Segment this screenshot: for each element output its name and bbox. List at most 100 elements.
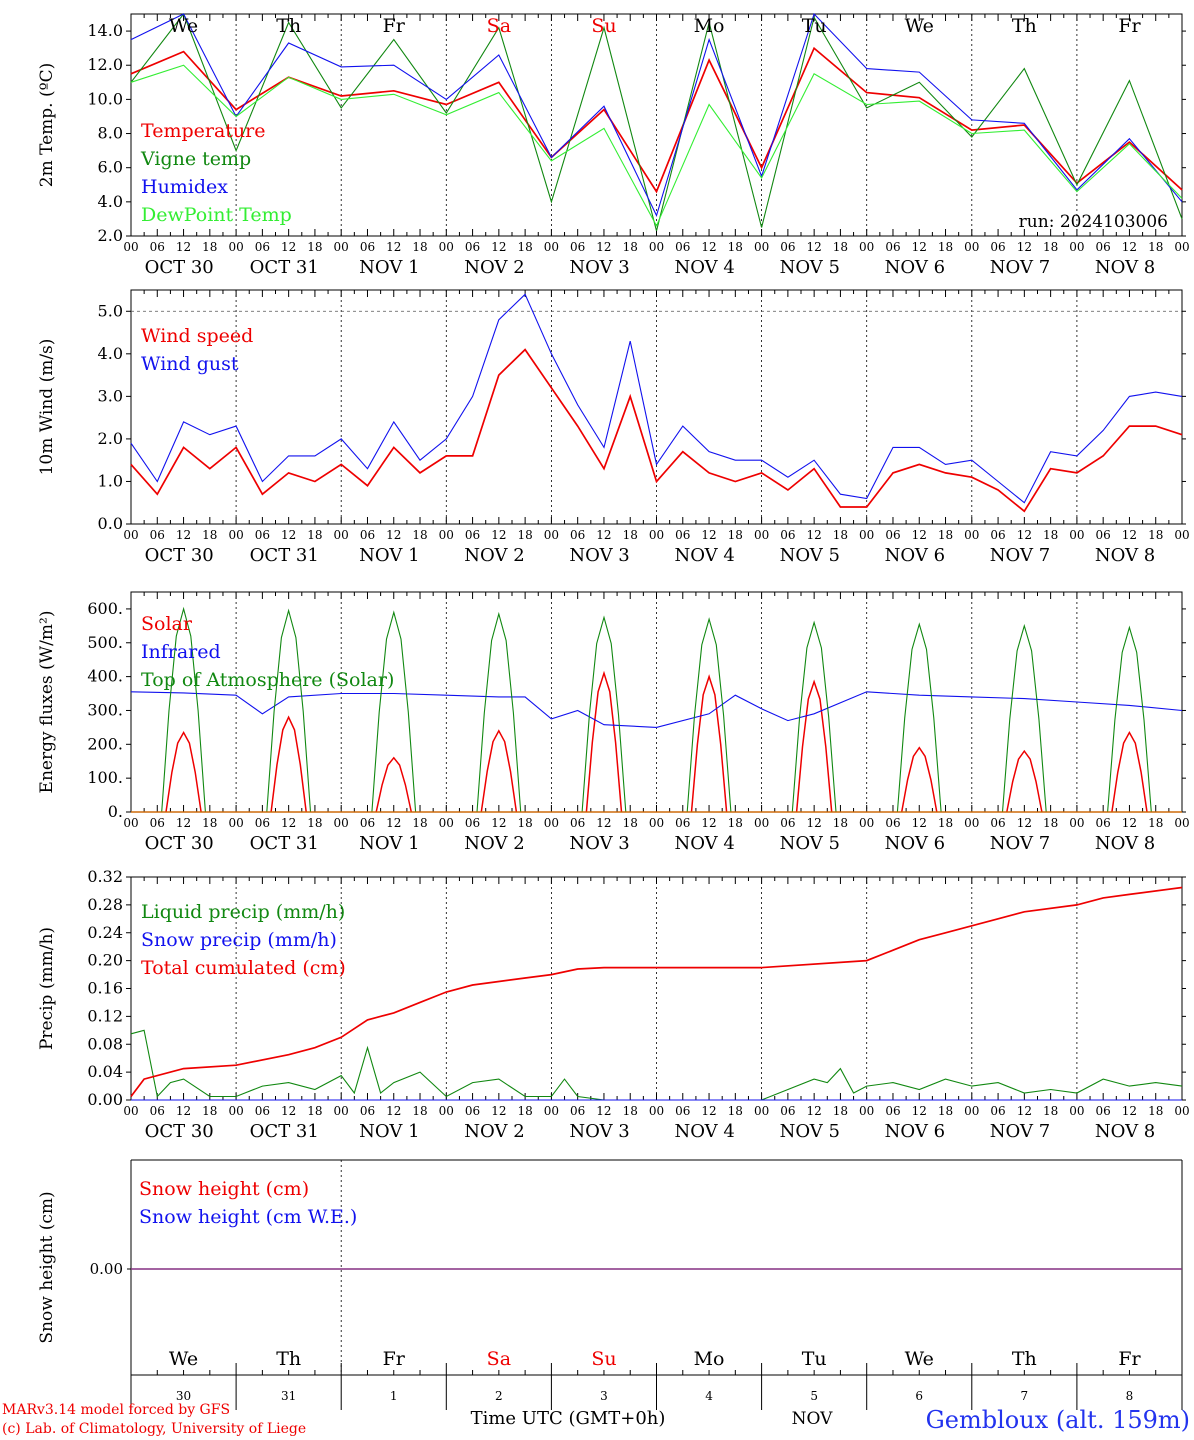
day-number-label: 7 (1021, 1389, 1029, 1403)
solar-day-curve (375, 756, 413, 813)
hour-tick-label: 18 (202, 816, 217, 830)
hour-tick-label: 12 (912, 240, 927, 254)
day-of-week-label: We (905, 1348, 934, 1370)
y-tick-label: 0.0 (98, 514, 123, 533)
series-line-wind-gust (130, 293, 1183, 504)
hour-tick-label: 06 (465, 816, 480, 830)
hour-tick-label: 18 (517, 240, 532, 254)
hour-tick-label: 06 (1096, 816, 1111, 830)
hour-tick-label: 12 (701, 240, 716, 254)
date-label: NOV 6 (885, 833, 945, 854)
hour-tick-label: 06 (570, 528, 585, 542)
y-tick-label: 100. (87, 768, 123, 787)
y-tick-label: 0.00 (87, 1090, 123, 1109)
date-label: NOV 1 (359, 257, 419, 278)
hour-tick-label: 00 (439, 816, 454, 830)
hour-tick-label: 18 (623, 1104, 638, 1118)
solar-day-curve (480, 729, 518, 813)
hour-tick-label: 12 (491, 240, 506, 254)
temperature-panel: 00 06 12 18 00 06 12 18 00 06 12 18 00 06 12 18 00 06 12 18… (37, 12, 1190, 278)
hour-tick-label: 12 (807, 816, 822, 830)
run-label: run: 2024103006 (1019, 212, 1168, 232)
date-label: NOV 8 (1095, 833, 1155, 854)
hour-tick-label: 00 (1174, 240, 1189, 254)
day-of-week-label: Mo (694, 1348, 725, 1370)
hour-tick-label: 00 (334, 1104, 349, 1118)
solar-day-curve (585, 670, 623, 813)
toa-solar-day-curve (1107, 625, 1152, 813)
hour-tick-label: 18 (1148, 1104, 1163, 1118)
hour-tick-label: 06 (990, 816, 1005, 830)
day-of-week-label: Tu (802, 15, 827, 37)
hour-tick-label: 12 (701, 528, 716, 542)
y-tick-label: 12.0 (87, 55, 123, 74)
y-tick-label: 0.28 (87, 895, 123, 914)
hour-tick-label: 00 (334, 240, 349, 254)
hour-tick-label: 00 (649, 816, 664, 830)
toa-solar-day-curve (686, 617, 732, 813)
hour-tick-label: 00 (1069, 1104, 1084, 1118)
date-label: NOV 3 (569, 1121, 629, 1142)
y-tick-label: 8.0 (98, 124, 123, 143)
y-tick-label: 500. (87, 633, 123, 652)
hour-tick-label: 00 (1069, 240, 1084, 254)
hour-tick-label: 18 (833, 1104, 848, 1118)
toa-solar-day-curve (161, 606, 206, 813)
hour-tick-label: 00 (859, 1104, 874, 1118)
day-of-week-label: Th (1012, 15, 1037, 37)
series-line-total-cumulated-cm- (130, 886, 1183, 1098)
date-label: NOV 8 (1095, 1121, 1155, 1142)
hour-tick-label: 18 (1148, 528, 1163, 542)
hour-tick-label: 00 (649, 240, 664, 254)
hour-tick-label: 12 (281, 528, 296, 542)
hour-tick-label: 00 (754, 240, 769, 254)
hour-tick-label: 00 (228, 816, 243, 830)
hour-tick-label: 00 (859, 528, 874, 542)
hour-tick-label: 06 (990, 240, 1005, 254)
y-tick-label: 0.24 (87, 923, 123, 942)
footer-lab: (c) Lab. of Climatology, University of L… (2, 1421, 306, 1437)
y-tick-label: 4.0 (98, 344, 123, 363)
date-label: NOV 8 (1095, 257, 1155, 278)
day-of-week-label: Fr (383, 15, 406, 37)
legend-entry: DewPoint Temp (141, 204, 292, 226)
hour-tick-label: 12 (596, 240, 611, 254)
day-number-label: 2 (495, 1389, 503, 1403)
hour-tick-label: 18 (728, 240, 743, 254)
hour-tick-label: 06 (675, 528, 690, 542)
y-tick-label: 2.0 (98, 429, 123, 448)
y-tick-label: 600. (87, 599, 123, 618)
date-label: NOV 4 (674, 833, 734, 854)
hour-tick-label: 12 (596, 1104, 611, 1118)
hour-tick-label: 12 (386, 528, 401, 542)
day-of-week-label: Su (591, 15, 616, 37)
hour-tick-label: 18 (412, 240, 427, 254)
hour-tick-label: 00 (439, 240, 454, 254)
hour-tick-label: 18 (623, 816, 638, 830)
hour-tick-label: 18 (728, 528, 743, 542)
series-line-vigne-temp (130, 12, 1183, 232)
date-label: NOV 6 (885, 257, 945, 278)
day-of-week-label: We (169, 15, 198, 37)
date-label: NOV 3 (569, 257, 629, 278)
hour-tick-label: 06 (255, 240, 270, 254)
hour-tick-label: 18 (728, 1104, 743, 1118)
footer-time-label: Time UTC (GMT+0h) (471, 1408, 666, 1429)
date-label: NOV 7 (990, 1121, 1050, 1142)
day-number-label: 31 (281, 1389, 296, 1403)
day-of-week-label: Su (591, 1348, 616, 1370)
hour-tick-label: 06 (255, 528, 270, 542)
hour-tick-label: 12 (596, 528, 611, 542)
hour-tick-label: 00 (964, 1104, 979, 1118)
solar-day-curve (1111, 730, 1148, 813)
date-label: OCT 31 (250, 833, 319, 854)
hour-tick-label: 12 (491, 1104, 506, 1118)
solar-day-curve (690, 674, 728, 813)
hour-tick-label: 00 (334, 528, 349, 542)
date-label: NOV 4 (674, 545, 734, 566)
series-line-temperature (130, 46, 1183, 194)
day-of-week-label: Sa (487, 1348, 511, 1370)
series-line-humidex (130, 12, 1183, 218)
hour-tick-label: 18 (623, 240, 638, 254)
hour-tick-label: 18 (833, 528, 848, 542)
